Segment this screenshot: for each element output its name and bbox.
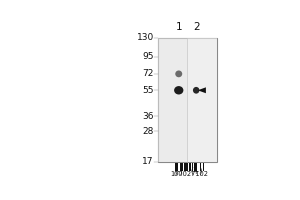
Bar [180,163,182,171]
Bar [195,163,197,171]
Text: 1: 1 [176,22,182,32]
Bar [158,38,188,162]
Bar [175,163,177,171]
Bar [200,163,201,171]
Bar [158,38,217,162]
Text: 17: 17 [142,157,154,166]
Text: 28: 28 [142,127,154,136]
Text: 2: 2 [193,22,200,32]
Text: (-): (-) [174,167,183,176]
Text: 72: 72 [142,69,154,78]
Text: 55: 55 [142,86,154,95]
Text: 95: 95 [142,52,154,61]
Ellipse shape [175,70,182,77]
Text: 130: 130 [136,33,154,42]
Bar [192,163,193,171]
Bar [203,163,204,171]
Ellipse shape [193,87,200,94]
Bar [189,163,191,171]
Text: 100027102: 100027102 [170,171,208,177]
Polygon shape [198,87,206,93]
Text: (+): (+) [190,167,203,176]
Bar [188,38,217,162]
Ellipse shape [174,86,183,94]
Bar [187,163,188,171]
Bar [177,163,178,171]
Text: 36: 36 [142,112,154,121]
Bar [182,163,183,171]
Bar [194,163,195,171]
Bar [184,163,187,171]
